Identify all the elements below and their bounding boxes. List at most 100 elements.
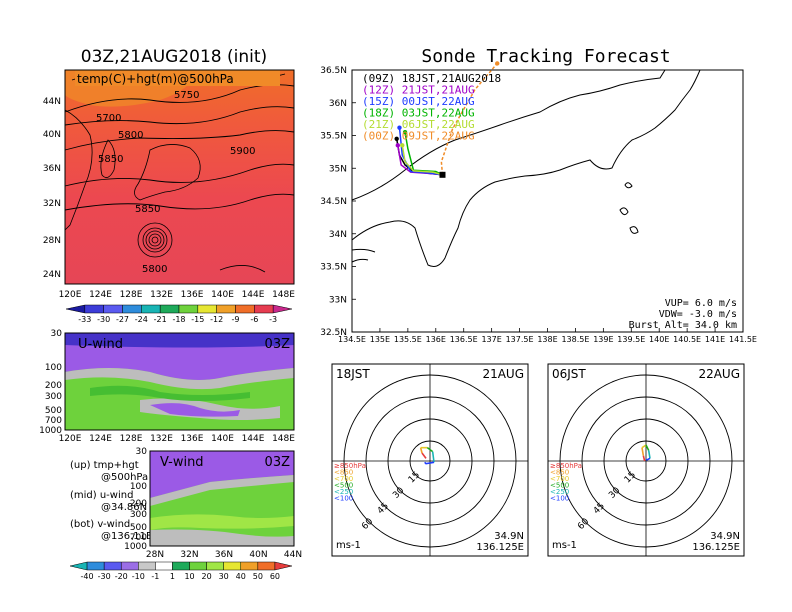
lon-tick-label: 136E [181, 290, 204, 300]
v-wind-grey-low [150, 529, 294, 546]
hodograph-trace [431, 451, 435, 463]
lon-tick-label: 136.5E [450, 335, 478, 344]
lon-tick-label: 134.5E [338, 335, 366, 344]
hodograph-trace [419, 447, 423, 454]
hodograph-trace [424, 461, 435, 465]
colorbar-swatch [172, 561, 190, 571]
note-line2: @136.11E [101, 531, 152, 542]
hodograph-level-label: <850 [550, 469, 569, 477]
land-korea [100, 139, 116, 178]
colorbar-label: 60 [270, 572, 280, 581]
hodograph-trace [642, 455, 646, 462]
hodograph-lon: 136.125E [692, 542, 740, 553]
lon-tick-label: 124E [89, 290, 112, 300]
pressure-tick-label: 500 [45, 406, 62, 416]
track-endpoint [395, 143, 401, 148]
lat-tick-label: 36N [215, 550, 233, 560]
v-wind-frame [149, 450, 295, 547]
launch-site-marker [439, 171, 446, 178]
u-wind-green-core [90, 385, 250, 401]
lat-tick-label: 28N [43, 236, 61, 246]
lon-tick-label: 137.5E [506, 335, 534, 344]
lat-tick-label: 34.5N [320, 197, 347, 207]
lon-tick-label: 128E [120, 290, 143, 300]
colorbar-swatch [274, 561, 293, 571]
colorbar-label: -12 [210, 315, 223, 324]
note-line2: @500hPa [101, 472, 148, 483]
hodograph-level-label: <100 [334, 495, 353, 503]
contour-label: 5750 [174, 90, 199, 101]
track-param: Burst Alt= 34.0 km [629, 320, 737, 331]
colorbar-label: -20 [115, 572, 128, 581]
colorbar-label: -6 [250, 315, 258, 324]
colorbar-label: -15 [191, 315, 204, 324]
lon-tick-label: 144E [242, 434, 265, 444]
pressure-tick-label: 200 [130, 499, 147, 509]
colorbar-swatch [197, 304, 217, 314]
lat-tick-label: 32.5N [320, 328, 347, 338]
colorbar-swatch [155, 561, 173, 571]
hodograph-level-label: <500 [334, 482, 353, 490]
track-legend: (09Z) 18JST,21AUG2018(12Z) 21JST,21AUG(1… [362, 72, 501, 143]
hodograph-unit: ms-1 [336, 540, 361, 551]
track-lines [394, 61, 500, 178]
v-wind-northerly [150, 451, 294, 498]
lat-tick-label: 28N [146, 550, 164, 560]
track-endpoint [400, 143, 405, 148]
lat-tick-label: 36N [329, 99, 347, 109]
lat-tick-label: 34N [329, 230, 347, 240]
colorbar-label: -30 [98, 572, 111, 581]
colorbar-swatch [103, 304, 123, 314]
u-wind-weak-band [65, 368, 294, 390]
pressure-tick-label: 100 [45, 363, 62, 373]
colorbar-label: -21 [154, 315, 167, 324]
colorbar-swatch [178, 304, 199, 314]
lat-tick-label: 44N [43, 97, 61, 107]
hodograph-trace [645, 444, 650, 451]
colorbar-swatch [103, 561, 122, 571]
land-japan [134, 144, 201, 201]
pressure-tick-label: 300 [130, 510, 147, 520]
lon-tick-label: 140E [649, 335, 669, 344]
lat-tick-label: 36.5N [320, 66, 347, 76]
track-endpoint [402, 130, 408, 135]
note-line2: @34.86N [101, 502, 147, 513]
track-endpoint [394, 136, 399, 141]
lon-tick-label: 132E [150, 434, 173, 444]
lat-tick-label: 40N [249, 550, 267, 560]
colorbar-label: -3 [269, 315, 277, 324]
contour-label: 5800 [142, 264, 167, 275]
note-line1: (up) tmp+hgt [70, 460, 139, 471]
u-wind-frame [64, 332, 295, 431]
tracking-lat-axis: 36.5N 36N 35.5N 35N 34.5N 34N 33.5N 33N 32.5N [320, 66, 356, 338]
contour-label: 5850 [135, 204, 160, 215]
v-wind-weak [150, 475, 294, 506]
v-wind-southerly [150, 514, 294, 530]
pressure-tick-label: 700 [45, 416, 62, 426]
lon-tick-label: 135.5E [394, 335, 422, 344]
v-wind-time: 03Z [265, 455, 291, 470]
colorbar-label: -10 [132, 572, 145, 581]
hodograph-trace [421, 452, 427, 459]
hodograph-trace [647, 450, 651, 459]
hodograph-level-label: <500 [550, 482, 569, 490]
legend-notes: (up) tmp+hgt@500hPa (mid) u-wind@34.86N (b… [70, 460, 152, 542]
colorbar-label: 40 [236, 572, 246, 581]
colorbar-swatch [69, 561, 88, 571]
u-wind-lon-axis: 120E 124E 128E 132E 136E 140E 144E 148E [59, 434, 296, 444]
track-legend-item: (21Z) 06JST,22AUG [362, 118, 475, 131]
colorbar-label: -40 [81, 572, 94, 581]
lon-tick-label: 148E [272, 434, 295, 444]
note-line1: (bot) v-wind [70, 519, 130, 530]
u-wind-purple-low [150, 403, 240, 417]
hodograph-lat: 34.9N [710, 531, 740, 542]
colorbar-label: -9 [232, 315, 240, 324]
hodograph-trace [426, 447, 434, 453]
u-wind-plot: U-wind 03Z [64, 332, 295, 431]
hodograph-time: 18JST [336, 367, 370, 381]
colorbar-swatch [141, 304, 161, 314]
contour-label: 5800 [118, 130, 143, 141]
tracking-plot: (09Z) 18JST,21AUG2018(12Z) 21JST,21AUG(1… [351, 61, 744, 333]
